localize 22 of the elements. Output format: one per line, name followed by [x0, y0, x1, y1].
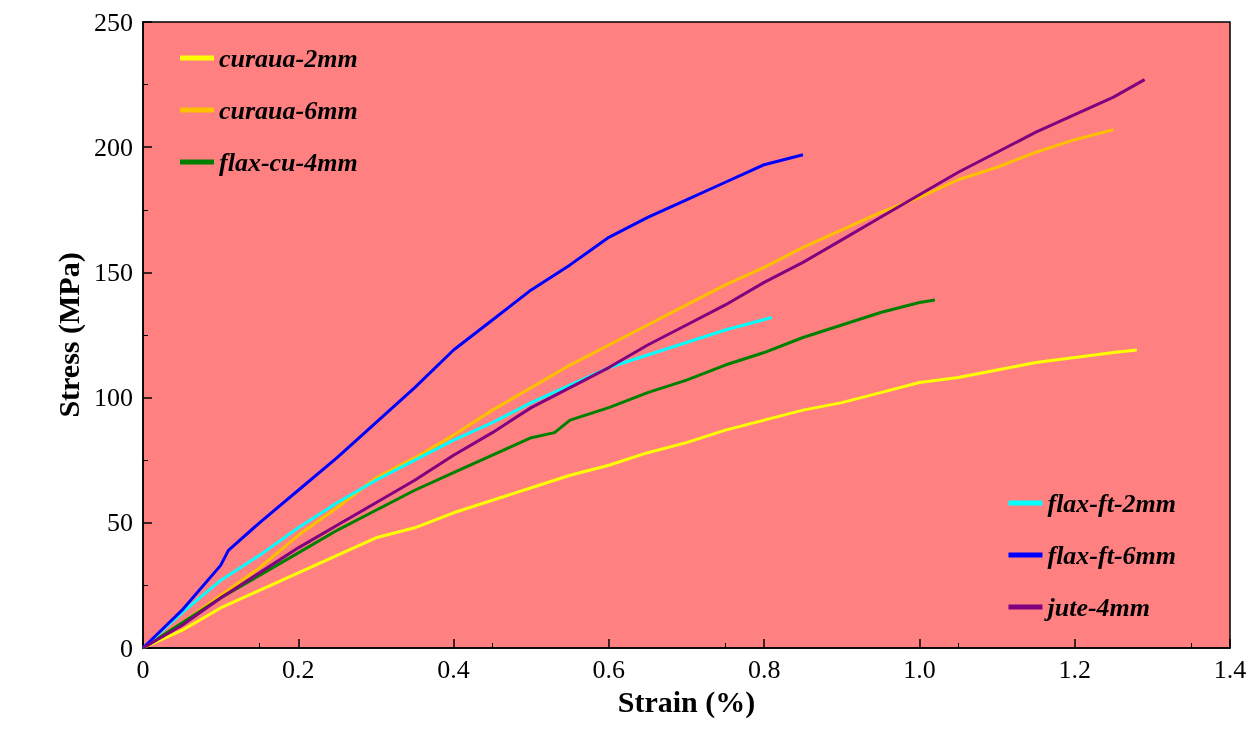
x-tick-label: 1.0: [903, 654, 936, 684]
legend-label: curaua-2mm: [219, 43, 358, 73]
y-axis-title: Stress (MPa): [51, 252, 86, 418]
legend-label: jute-4mm: [1043, 592, 1151, 622]
x-tick-label: 1.2: [1058, 654, 1091, 684]
x-tick-label: 0.6: [592, 654, 626, 684]
x-tick-label: 0.8: [747, 654, 781, 684]
y-tick-label: 250: [94, 7, 133, 37]
legend-label: flax-ft-2mm: [1047, 488, 1176, 518]
legend-label: curaua-6mm: [219, 95, 358, 125]
y-tick-label: 0: [120, 633, 133, 663]
x-tick-label: 0.2: [282, 654, 315, 684]
x-tick-label: 1.4: [1213, 654, 1247, 684]
y-tick-label: 50: [107, 508, 133, 538]
line-series: [141, 153, 805, 650]
legend-label: flax-ft-6mm: [1047, 540, 1176, 570]
legend-label: flax-cu-4mm: [219, 147, 358, 177]
x-tick-label: 0.4: [437, 654, 470, 684]
x-axis-title: Strain (%): [617, 685, 756, 720]
y-tick-label: 200: [94, 132, 133, 162]
y-tick-label: 150: [94, 257, 133, 287]
y-tick-label: 100: [94, 383, 133, 413]
